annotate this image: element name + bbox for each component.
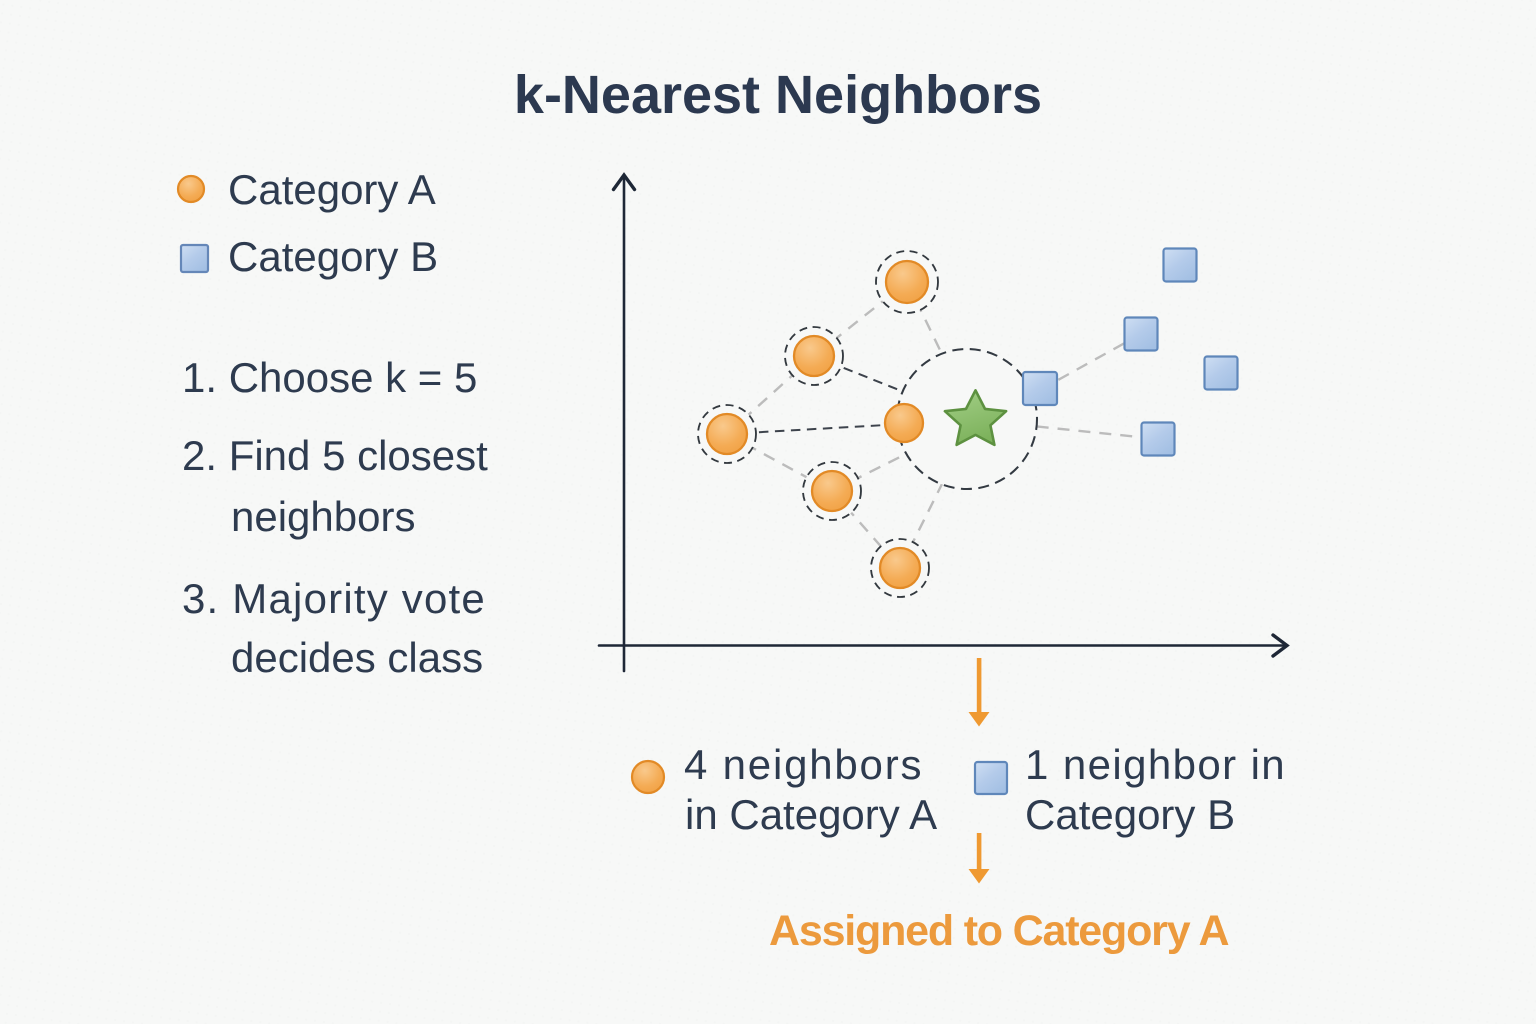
svg-text:Assigned to Category A: Assigned to Category A [769,907,1229,955]
svg-text:3. Majority vote: 3. Majority vote [182,575,486,622]
svg-text:2. Find 5 closest: 2. Find 5 closest [182,432,488,479]
svg-text:in Category A: in Category A [685,791,937,838]
svg-text:Category B: Category B [1025,791,1235,838]
svg-text:decides class: decides class [231,634,483,681]
svg-text:Category B: Category B [228,233,438,280]
svg-text:k-Nearest Neighbors: k-Nearest Neighbors [514,65,1042,125]
svg-text:4 neighbors: 4 neighbors [684,741,923,788]
svg-text:1. Choose k = 5: 1. Choose k = 5 [182,354,477,401]
svg-text:neighbors: neighbors [231,493,415,540]
svg-text:Category A: Category A [228,166,436,213]
svg-text:1 neighbor in: 1 neighbor in [1025,741,1286,788]
